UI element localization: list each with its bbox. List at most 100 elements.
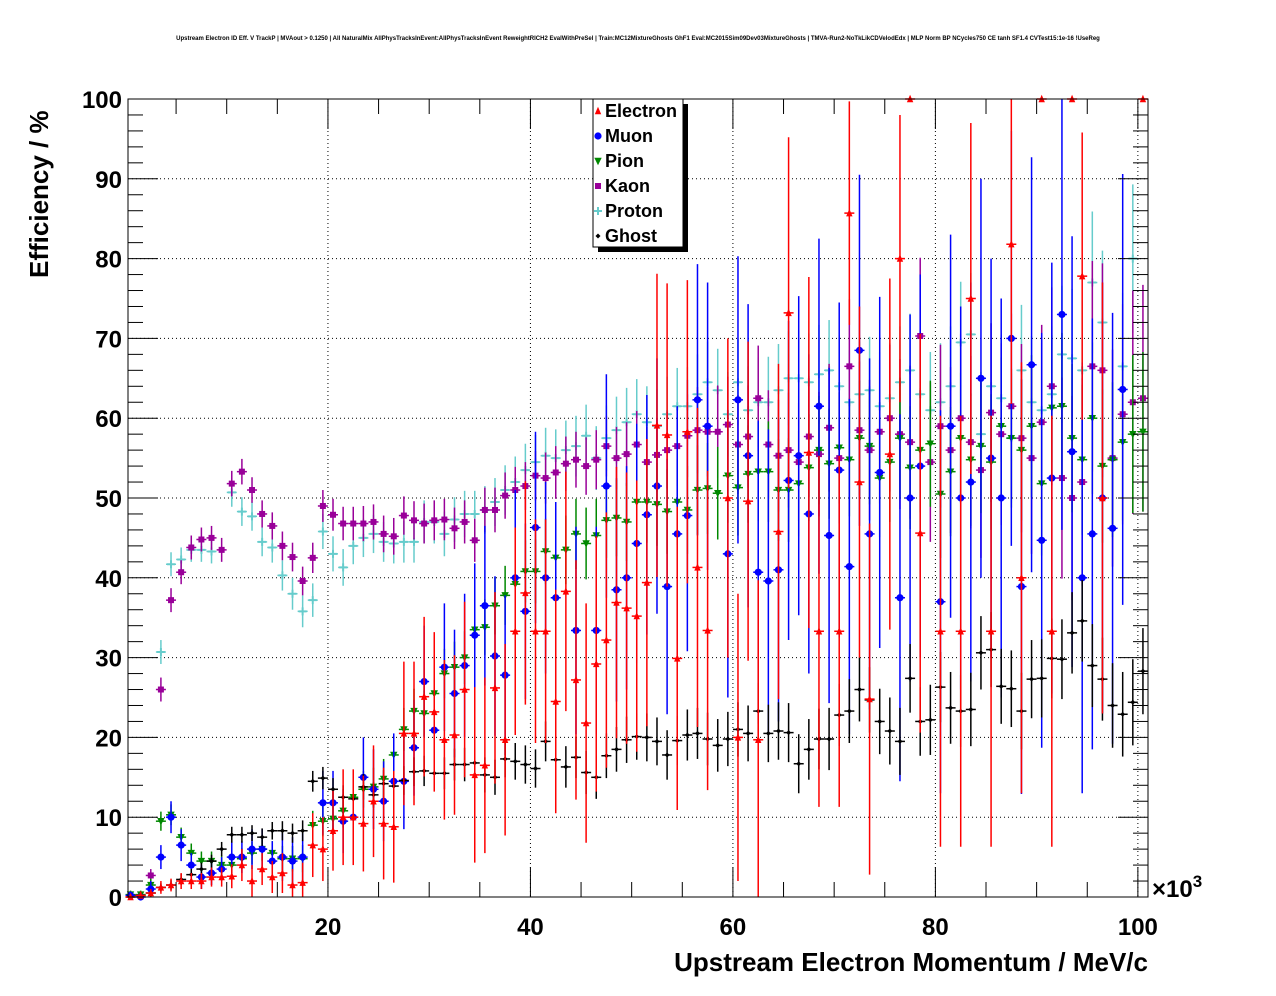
marker [390, 822, 397, 830]
data-point-electron [469, 687, 480, 863]
data-point-electron [257, 853, 268, 886]
marker [502, 492, 509, 499]
marker [259, 510, 266, 517]
marker [218, 546, 225, 553]
data-point-electron [145, 888, 156, 897]
data-point-kaon [368, 504, 379, 540]
data-point-ghost [216, 841, 227, 857]
marker [229, 832, 235, 838]
marker [1039, 675, 1045, 681]
y-axis-label: Efficiency / % [24, 110, 54, 278]
marker [704, 422, 712, 430]
data-point-proton [257, 527, 268, 557]
data-point-ghost [1077, 580, 1088, 662]
y-tick-label: 50 [95, 486, 122, 513]
marker [147, 888, 154, 897]
data-point-muon [469, 563, 480, 708]
data-point-ghost [307, 770, 318, 792]
marker [593, 456, 600, 463]
marker [237, 507, 246, 516]
data-point-kaon [479, 487, 490, 533]
marker [613, 746, 619, 752]
data-point-proton [247, 501, 258, 531]
marker [157, 817, 165, 826]
data-point-kaon [196, 527, 207, 552]
marker [188, 876, 195, 885]
data-point-ghost [1036, 639, 1047, 718]
data-point-electron [732, 593, 743, 882]
marker [269, 522, 276, 529]
marker [441, 735, 448, 743]
marker [1008, 240, 1015, 248]
marker [786, 730, 792, 736]
y-tick-label: 80 [95, 247, 122, 274]
marker [451, 730, 458, 739]
marker [471, 631, 479, 639]
marker [998, 683, 1004, 689]
marker [765, 730, 771, 736]
marker [948, 705, 954, 711]
data-point-ghost [854, 657, 865, 722]
data-point-kaon [155, 677, 166, 702]
marker [249, 830, 255, 836]
data-point-muon [996, 298, 1007, 698]
legend: Electron Muon Pion Kaon Proton Ghost [592, 98, 688, 252]
marker [1110, 702, 1116, 708]
marker [1119, 385, 1127, 394]
legend-entry-electron: Electron [594, 101, 677, 121]
marker [238, 860, 246, 869]
data-point-electron [753, 580, 764, 897]
marker [856, 687, 862, 693]
marker [269, 828, 275, 834]
marker [906, 494, 914, 502]
marker [1088, 530, 1096, 538]
data-point-electron [368, 745, 379, 858]
marker [156, 648, 165, 657]
marker [946, 422, 955, 430]
data-point-electron [489, 592, 500, 784]
data-point-kaon [459, 500, 470, 544]
marker [846, 708, 852, 714]
marker [178, 569, 185, 576]
y-tick-label: 60 [95, 406, 122, 433]
marker [664, 752, 670, 758]
x-tick-label: 80 [922, 914, 949, 941]
marker [714, 428, 721, 435]
data-point-electron [915, 333, 926, 733]
marker [1059, 656, 1065, 662]
marker [288, 857, 297, 865]
data-point-ghost [763, 704, 774, 763]
marker [299, 878, 306, 886]
marker [805, 448, 813, 456]
data-point-ghost [510, 742, 521, 780]
data-point-kaon [500, 472, 511, 519]
data-point-muon [155, 845, 166, 870]
marker [461, 518, 468, 525]
legend-label: Proton [605, 201, 663, 221]
legend-marker [594, 106, 602, 115]
data-point-ghost [530, 749, 541, 788]
marker [300, 828, 306, 834]
marker [603, 635, 610, 644]
marker [1099, 493, 1106, 502]
marker [279, 868, 286, 877]
marker [1018, 573, 1025, 581]
marker [259, 834, 265, 840]
marker [310, 778, 316, 784]
data-point-muon [975, 178, 986, 578]
marker [400, 729, 408, 737]
data-point-electron [155, 881, 166, 894]
marker [350, 520, 357, 527]
data-point-ghost [925, 684, 936, 755]
marker [248, 876, 256, 885]
marker [937, 627, 944, 635]
data-point-electron [884, 278, 895, 630]
marker [421, 520, 428, 527]
data-point-muon [176, 829, 187, 862]
marker [562, 587, 570, 595]
marker [522, 588, 529, 597]
data-point-electron [297, 862, 308, 897]
legend-label: Muon [605, 126, 653, 146]
marker [674, 654, 681, 662]
marker [846, 208, 853, 217]
